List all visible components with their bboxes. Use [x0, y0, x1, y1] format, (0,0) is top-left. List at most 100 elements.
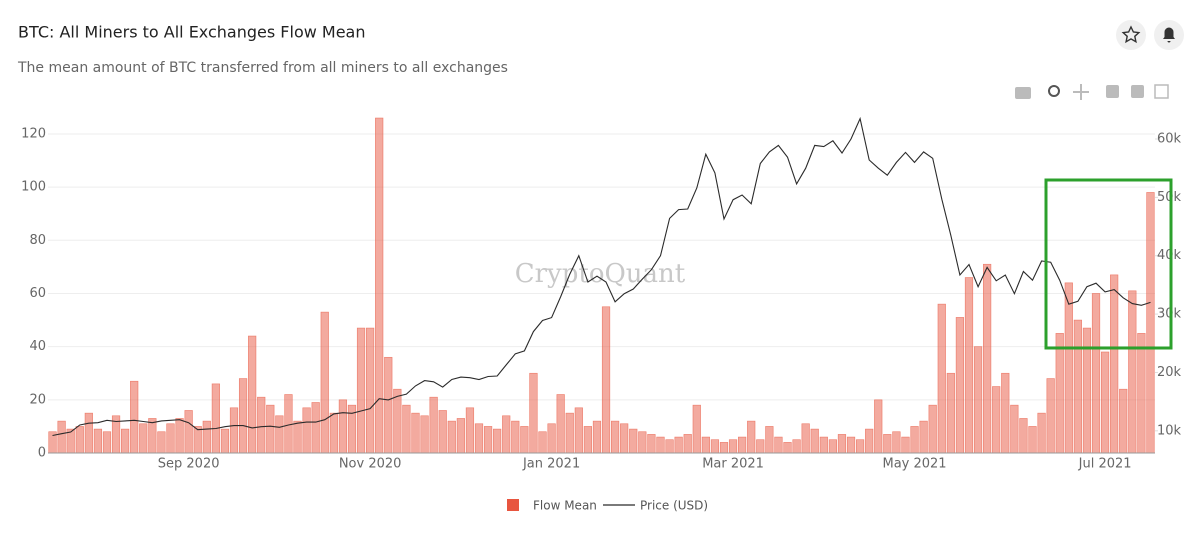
bar [738, 436, 747, 454]
bar [438, 410, 447, 454]
bar [620, 423, 629, 454]
bar [229, 407, 239, 454]
bar [774, 436, 783, 454]
bar [601, 306, 611, 454]
bar [928, 404, 937, 454]
camera-icon[interactable] [1015, 87, 1031, 99]
bar [992, 386, 1001, 454]
bar [719, 442, 729, 454]
bar [937, 303, 946, 454]
zoom-out-icon[interactable] [1131, 85, 1144, 98]
bar [202, 420, 211, 454]
bar [1091, 293, 1101, 454]
legend: Flow Mean Price (USD) [507, 499, 708, 513]
x-tick-label: May 2021 [882, 457, 946, 472]
bar [728, 439, 738, 454]
bar [656, 436, 665, 454]
bar [366, 327, 375, 454]
bar [193, 426, 202, 454]
bar [384, 356, 393, 454]
bar [284, 394, 293, 454]
bar [837, 434, 847, 454]
bar [393, 388, 402, 454]
legend-label: Price (USD) [640, 499, 708, 513]
bar [901, 436, 910, 454]
bar [892, 431, 901, 454]
bar [429, 396, 438, 454]
x-tick-label: Jan 2021 [522, 457, 580, 472]
bar [919, 420, 928, 454]
price-line [52, 116, 1151, 437]
bar [1001, 372, 1010, 454]
bar [692, 404, 701, 454]
bar [610, 420, 620, 454]
y-tick-label: 80 [29, 233, 46, 248]
reset-icon[interactable] [1154, 84, 1169, 99]
bar [356, 327, 366, 454]
bar [801, 423, 810, 454]
bar [1010, 404, 1019, 454]
y-tick-label: 120 [21, 126, 46, 141]
bar [910, 426, 919, 454]
bar [1073, 319, 1082, 454]
bar [511, 420, 520, 454]
bar [148, 418, 157, 454]
bar [583, 426, 593, 454]
bar [1019, 418, 1028, 454]
bar [647, 434, 656, 454]
bar [84, 412, 93, 454]
bar [1028, 426, 1037, 454]
bar [574, 407, 583, 454]
alert-button[interactable] [1154, 20, 1184, 50]
bar [220, 428, 230, 454]
bar [638, 431, 647, 454]
bar [946, 372, 955, 454]
chart-title: BTC: All Miners to All Exchanges Flow Me… [18, 23, 366, 42]
bar [529, 372, 538, 454]
x-tick-label: Nov 2020 [339, 457, 402, 472]
bar [75, 426, 84, 454]
bar [157, 431, 166, 454]
y2-tick-label: 60k [1157, 132, 1182, 147]
bar [964, 277, 974, 454]
bar [1064, 282, 1073, 454]
bar [266, 404, 275, 454]
bar [819, 436, 828, 454]
zoom-icon[interactable] [1048, 85, 1060, 97]
bar [1119, 388, 1128, 454]
bar [121, 428, 130, 454]
bar [1037, 412, 1046, 454]
bar [846, 436, 856, 454]
bar [1110, 274, 1119, 454]
bar [293, 420, 302, 454]
bar [1100, 351, 1110, 454]
bar [565, 412, 574, 454]
y2-tick-label: 20k [1157, 365, 1182, 380]
bar [57, 420, 66, 454]
bar [783, 442, 792, 454]
pan-icon[interactable] [1073, 84, 1089, 100]
bar [1146, 192, 1155, 454]
bar [102, 431, 112, 454]
y-tick-label: 0 [38, 446, 46, 461]
bar [701, 436, 710, 454]
bar [375, 117, 384, 454]
bar [683, 434, 692, 454]
zoom-in-icon[interactable] [1106, 85, 1119, 98]
bar [955, 317, 965, 454]
bar [855, 439, 865, 454]
highlight-box [1044, 178, 1173, 350]
y-tick-label: 20 [29, 392, 46, 407]
bar [320, 311, 329, 454]
bar [792, 439, 801, 454]
bar [166, 423, 175, 454]
y2-tick-label: 30k [1157, 307, 1182, 322]
y2-tick-label: 40k [1157, 248, 1182, 263]
favorite-button[interactable] [1116, 20, 1146, 50]
bar [1046, 378, 1055, 454]
bar [420, 415, 429, 454]
bar [828, 439, 837, 454]
y-tick-label: 100 [21, 180, 46, 195]
bar [592, 420, 602, 454]
